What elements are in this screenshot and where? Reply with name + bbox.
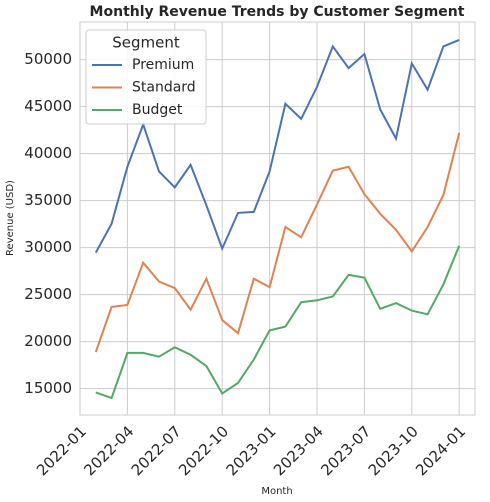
line — [95, 245, 461, 400]
y-tick-label: 40000 — [24, 144, 72, 162]
x-tick-label: 2022-07 — [128, 422, 185, 479]
chart-title: Monthly Revenue Trends by Customer Segme… — [90, 4, 465, 20]
y-tick-label: 50000 — [24, 50, 72, 68]
legend-label: Budget — [132, 102, 183, 118]
y-tick-label: 30000 — [24, 238, 72, 256]
x-tick-label: 2022-10 — [175, 422, 232, 479]
x-tick-label: 2024-01 — [412, 422, 469, 479]
x-tick-label: 2023-10 — [365, 422, 422, 479]
x-tick-label: 2022-04 — [80, 422, 137, 479]
line — [94, 132, 461, 353]
y-tick-label: 20000 — [24, 332, 72, 350]
legend-box — [85, 29, 207, 125]
legend-label: Standard — [132, 80, 196, 96]
y-tick-label: 35000 — [24, 191, 72, 209]
x-tick-label: 2022-01 — [33, 422, 90, 479]
x-tick-label: 2023-07 — [317, 422, 374, 479]
legend-label: Premium — [132, 57, 194, 73]
x-axis-label: Month — [261, 486, 292, 497]
legend-title: Segment — [112, 34, 180, 52]
x-tick-label: 2023-01 — [223, 422, 280, 479]
x-tick-label: 2023-04 — [270, 422, 327, 479]
y-tick-label: 15000 — [24, 379, 72, 397]
line — [94, 38, 460, 254]
y-tick-label: 25000 — [24, 285, 72, 303]
y-tick-label: 45000 — [24, 97, 72, 115]
y-axis-label: Revenue (USD) — [5, 180, 16, 256]
